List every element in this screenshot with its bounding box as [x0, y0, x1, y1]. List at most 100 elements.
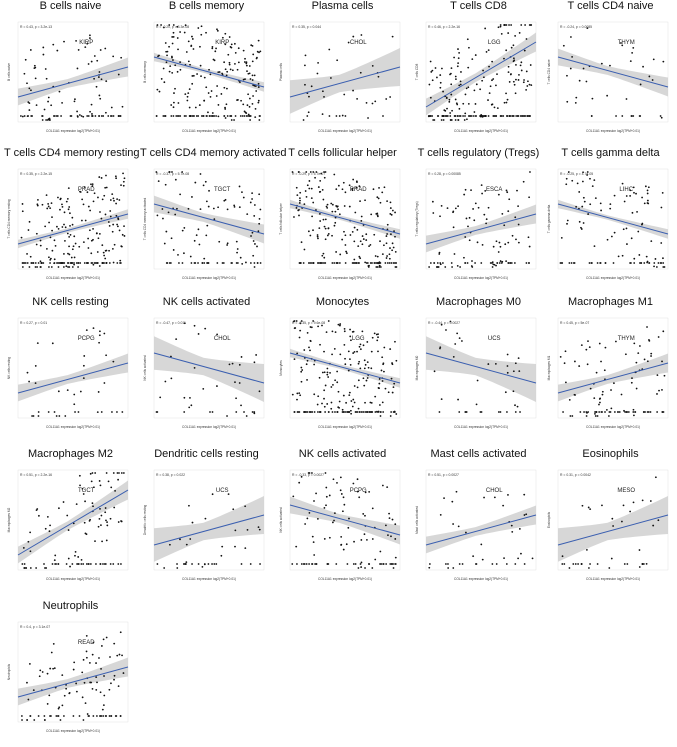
data-point [325, 331, 328, 333]
data-point [583, 411, 585, 413]
data-point [339, 489, 342, 492]
data-point [113, 506, 116, 509]
data-point [43, 715, 46, 717]
data-point [481, 244, 484, 246]
data-point [99, 484, 102, 487]
data-point [334, 221, 337, 224]
data-point [34, 262, 37, 264]
data-point [364, 401, 366, 404]
data-point [228, 363, 231, 366]
data-point [566, 74, 568, 77]
data-point [293, 411, 296, 413]
data-point [529, 171, 531, 173]
data-point [306, 184, 309, 187]
chart-title: Mast cells activated [430, 448, 527, 460]
data-point [645, 562, 648, 565]
regression-line [557, 56, 669, 88]
data-point [100, 177, 103, 179]
data-point [179, 193, 182, 196]
y-axis-label: T cells follicular helper [279, 202, 283, 234]
data-point [345, 401, 347, 404]
data-point [88, 519, 91, 522]
data-point [298, 214, 300, 217]
data-point [582, 67, 585, 70]
data-point [189, 63, 191, 66]
data-point [653, 265, 655, 268]
data-point [376, 262, 379, 264]
data-point [463, 256, 465, 259]
data-point [328, 115, 331, 117]
data-point [359, 343, 362, 346]
data-point [338, 115, 341, 117]
data-point [165, 230, 168, 233]
data-point [452, 355, 455, 358]
data-point [157, 55, 159, 58]
data-point [454, 75, 457, 78]
data-point [221, 262, 224, 264]
data-point [159, 396, 162, 399]
data-point [353, 262, 356, 264]
data-point [331, 353, 333, 356]
data-point [604, 262, 607, 264]
data-point [342, 548, 345, 551]
data-point [46, 703, 49, 705]
data-point [512, 80, 515, 83]
data-point [379, 240, 381, 243]
data-point [372, 188, 375, 191]
data-point [591, 97, 594, 100]
data-point [496, 107, 499, 109]
data-point [171, 55, 173, 58]
data-point [562, 411, 564, 413]
data-point [332, 383, 334, 386]
data-point [217, 115, 220, 118]
data-point [313, 393, 316, 396]
data-point [296, 352, 299, 355]
data-point [248, 97, 251, 100]
data-point [495, 264, 497, 267]
data-point [637, 352, 640, 355]
data-point [500, 32, 503, 35]
data-point [623, 409, 625, 412]
data-point [357, 245, 360, 248]
cancer-type-label: THYM [618, 336, 635, 342]
data-point [311, 411, 314, 413]
cancer-type-label: ESCA [486, 187, 502, 193]
data-point [21, 262, 24, 264]
data-point [451, 109, 453, 112]
data-point [189, 115, 192, 117]
data-point [472, 115, 475, 117]
cancer-type-label: THYM [618, 40, 635, 46]
data-point [395, 359, 398, 362]
data-point [258, 119, 261, 121]
data-point [349, 364, 352, 366]
stat-label: R = 0.31, p = 0.0042 [560, 473, 591, 477]
chart-panel: T cells CD4 memory resting R = 0.35, p = … [4, 147, 140, 292]
regression-line [557, 514, 669, 546]
data-point [394, 235, 396, 238]
data-point [564, 350, 567, 353]
data-point [528, 262, 530, 264]
data-point [49, 262, 51, 264]
data-point [450, 262, 453, 264]
data-point [428, 563, 431, 565]
data-point [511, 234, 514, 237]
data-point [523, 493, 526, 496]
data-point [249, 563, 252, 565]
data-point [213, 218, 216, 221]
data-point [377, 350, 379, 353]
data-point [216, 28, 218, 31]
data-point [349, 358, 351, 361]
data-point [588, 262, 591, 264]
data-point [520, 61, 523, 64]
data-point [448, 98, 451, 101]
data-point [82, 241, 85, 244]
data-point [571, 56, 573, 58]
data-point [439, 347, 441, 350]
data-point [572, 262, 575, 264]
data-point [454, 119, 457, 121]
data-point [21, 210, 24, 213]
data-point [117, 478, 119, 481]
data-point [459, 115, 462, 117]
stat-label: R = -0.35, p = 9.6e-08 [292, 321, 325, 325]
data-point [358, 411, 361, 413]
